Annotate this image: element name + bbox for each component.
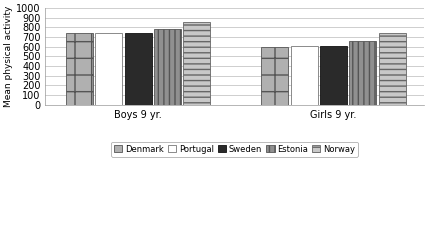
Bar bbox=[125, 33, 152, 105]
Y-axis label: Mean physical activity: Mean physical activity bbox=[4, 6, 13, 107]
Bar bbox=[262, 47, 288, 105]
Bar bbox=[379, 33, 406, 105]
Bar bbox=[291, 46, 318, 105]
Bar bbox=[95, 33, 122, 105]
Bar bbox=[320, 46, 347, 105]
Bar bbox=[66, 33, 93, 105]
Bar bbox=[154, 29, 181, 105]
Bar bbox=[183, 22, 210, 105]
Bar bbox=[349, 42, 376, 105]
Legend: Denmark, Portugal, Sweden, Estonia, Norway: Denmark, Portugal, Sweden, Estonia, Norw… bbox=[111, 142, 358, 157]
